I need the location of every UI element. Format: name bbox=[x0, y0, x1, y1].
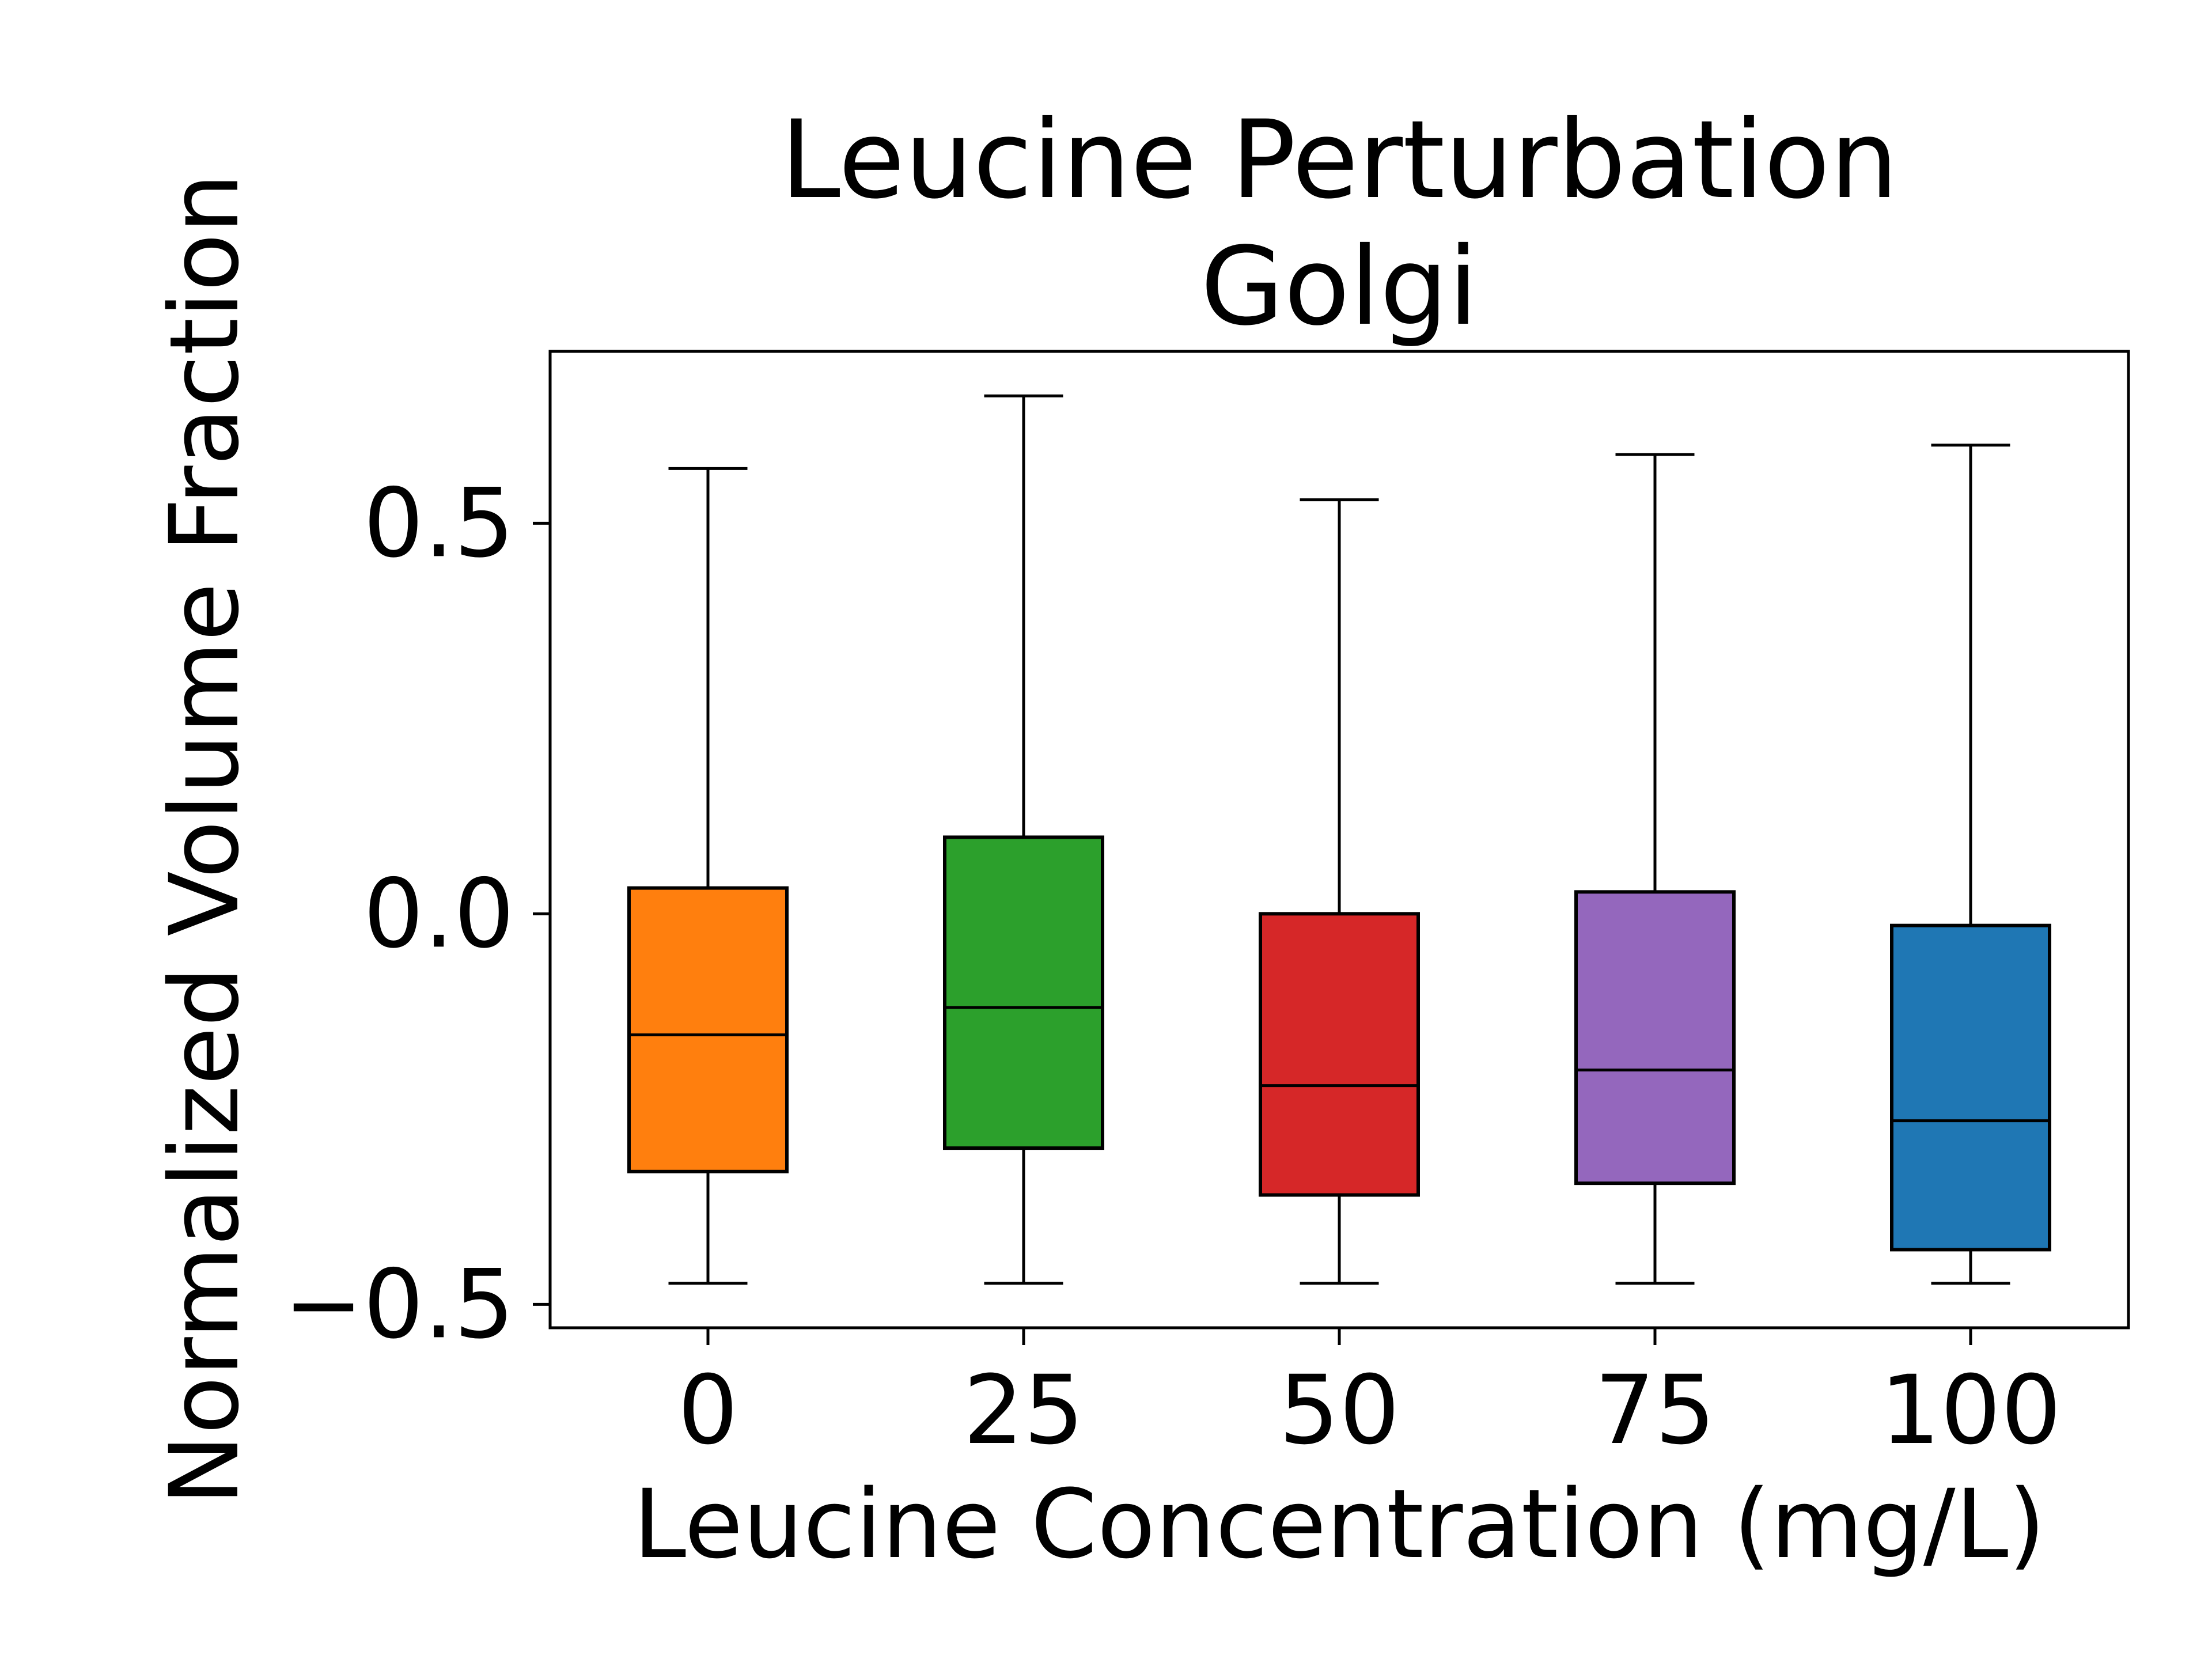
box-group-25 bbox=[943, 394, 1104, 1285]
x-tick-label: 75 bbox=[1594, 1355, 1715, 1465]
box-group-100 bbox=[1890, 444, 2051, 1285]
y-axis-label: Normalized Volume Fraction bbox=[149, 173, 260, 1506]
box-group-75 bbox=[1574, 453, 1736, 1285]
box-group-50 bbox=[1259, 498, 1420, 1285]
x-tick-label: 100 bbox=[1880, 1355, 2062, 1465]
box-group-0 bbox=[627, 467, 789, 1285]
chart-title: Leucine Perturbation bbox=[781, 97, 1899, 223]
x-tick-label: 0 bbox=[678, 1355, 738, 1465]
chart-subtitle: Golgi bbox=[1200, 224, 1478, 350]
plot-area bbox=[627, 394, 2051, 1285]
box-iqr bbox=[1890, 923, 2051, 1252]
box-iqr bbox=[1574, 890, 1736, 1185]
y-tick-label: 0.0 bbox=[363, 858, 514, 969]
x-tick-label: 25 bbox=[963, 1355, 1084, 1465]
x-axis: 0 25 50 75 100 bbox=[678, 1328, 2062, 1465]
x-tick-label: 50 bbox=[1279, 1355, 1400, 1465]
y-tick-label: −0.5 bbox=[283, 1249, 514, 1359]
y-axis: −0.5 0.0 0.5 bbox=[283, 468, 550, 1359]
x-axis-label: Leucine Concentration (mg/L) bbox=[633, 1469, 2046, 1580]
box-iqr bbox=[943, 835, 1104, 1150]
y-tick-label: 0.5 bbox=[363, 468, 514, 578]
box-iqr bbox=[1259, 912, 1420, 1197]
box-iqr bbox=[627, 886, 789, 1173]
